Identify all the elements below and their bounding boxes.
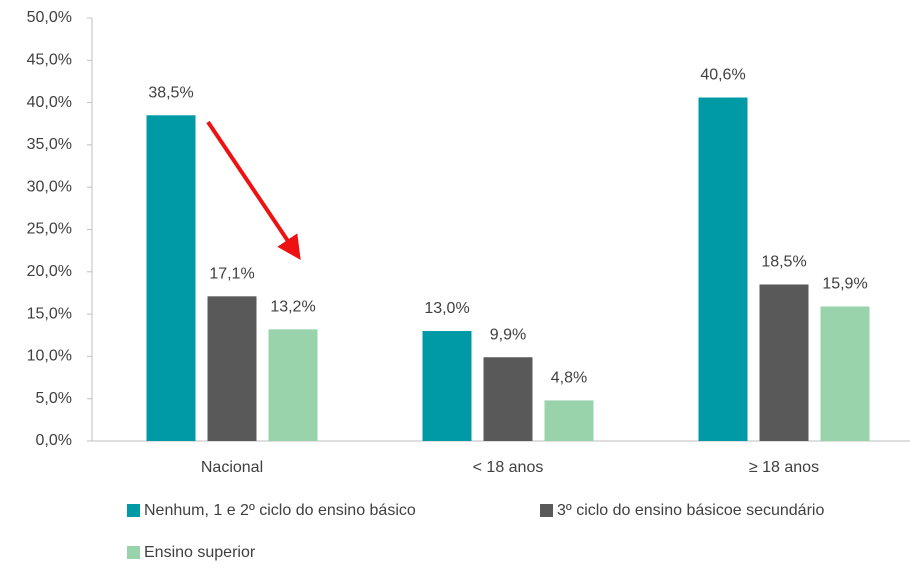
- arrow-annotation: [206, 120, 301, 260]
- bar: [483, 357, 533, 441]
- x-tick-label: Nacional: [201, 459, 263, 476]
- legend-swatch: [127, 504, 140, 517]
- legend-label: 3º ciclo do ensino básicoe secundário: [557, 502, 824, 519]
- value-label: 38,5%: [148, 85, 193, 102]
- y-tick-label: 25,0%: [27, 221, 72, 238]
- bar: [820, 306, 870, 441]
- y-tick-label: 20,0%: [27, 263, 72, 280]
- bar: [422, 331, 472, 441]
- bar: [544, 400, 594, 441]
- y-tick-label: 35,0%: [27, 136, 72, 153]
- value-label: 13,2%: [270, 299, 315, 316]
- y-tick-label: 40,0%: [27, 94, 72, 111]
- y-tick-label: 50,0%: [27, 9, 72, 26]
- value-label: 17,1%: [209, 266, 254, 283]
- value-label: 15,9%: [822, 276, 867, 293]
- value-label: 4,8%: [551, 370, 587, 387]
- value-label: 40,6%: [700, 67, 745, 84]
- y-tick-label: 0,0%: [36, 432, 72, 449]
- legend-label: Nenhum, 1 e 2º ciclo do ensino básico: [144, 502, 416, 519]
- y-tick-label: 45,0%: [27, 52, 72, 69]
- legend-swatch: [540, 504, 553, 517]
- bar: [698, 97, 748, 442]
- legend-swatch: [127, 546, 140, 559]
- bar: [207, 296, 257, 441]
- x-tick-label: < 18 anos: [473, 459, 544, 476]
- value-label: 13,0%: [424, 300, 469, 317]
- y-tick-label: 5,0%: [36, 390, 72, 407]
- bar: [268, 329, 318, 441]
- bar: [146, 115, 196, 441]
- bar: [759, 284, 809, 441]
- value-label: 18,5%: [761, 254, 806, 271]
- legend-label: Ensino superior: [144, 544, 256, 561]
- y-tick-label: 10,0%: [27, 348, 72, 365]
- x-tick-label: ≥ 18 anos: [749, 459, 819, 476]
- y-tick-label: 30,0%: [27, 178, 72, 195]
- y-tick-label: 15,0%: [27, 305, 72, 322]
- value-label: 9,9%: [490, 326, 526, 343]
